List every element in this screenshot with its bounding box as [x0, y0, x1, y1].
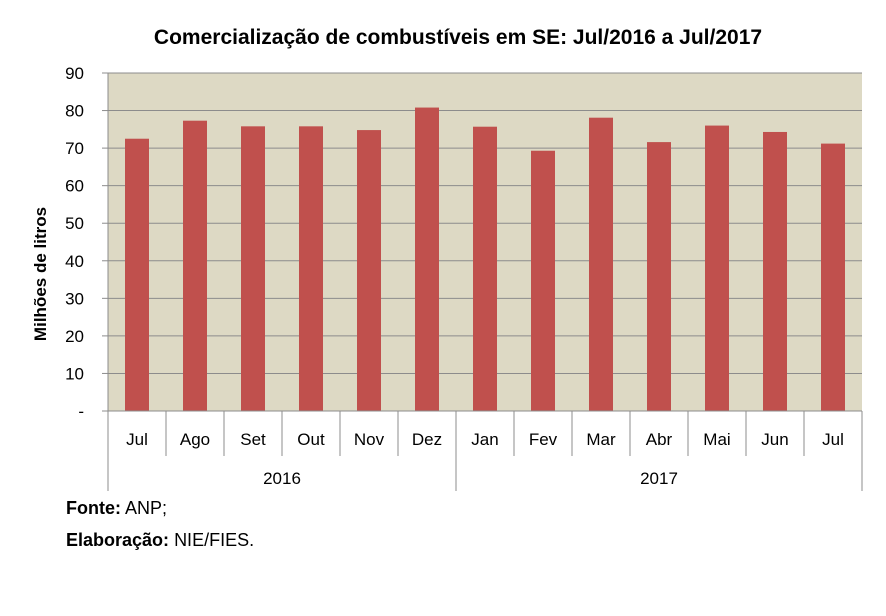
bar: [705, 125, 729, 412]
x-group-label: 2016: [263, 469, 301, 488]
x-tick-label: Mai: [703, 430, 730, 449]
y-tick-label: 70: [65, 139, 84, 158]
bar: [647, 142, 671, 411]
x-tick-label: Fev: [529, 430, 558, 449]
x-tick-label: Dez: [412, 430, 442, 449]
bar: [299, 126, 323, 411]
y-tick-label: 60: [65, 177, 84, 196]
y-tick-label: 90: [65, 64, 84, 83]
bars: [125, 107, 845, 412]
bar: [763, 131, 787, 411]
x-axis: Jul Ago Set Out Nov Dez Jan Fev Mar Abr Mai Jun Jul 2…: [107, 410, 863, 491]
bar: [125, 138, 149, 411]
source-value: ANP;: [125, 498, 168, 518]
y-axis-title: Milhões de litros: [31, 207, 50, 341]
bar: [589, 117, 613, 412]
credit-note: Elaboração: NIE/FIES.: [66, 530, 254, 551]
bar: [821, 143, 845, 412]
x-group-label: 2017: [640, 469, 678, 488]
x-tick-label: Nov: [354, 430, 385, 449]
source-label: Fonte:: [66, 498, 121, 518]
chart-title: Comercialização de combustíveis em SE: J…: [154, 26, 762, 49]
credit-label: Elaboração:: [66, 530, 170, 550]
y-tick-label: 10: [65, 364, 84, 383]
y-tick-label: 20: [65, 327, 84, 346]
x-tick-label: Mar: [586, 430, 616, 449]
x-tick-label: Jul: [822, 430, 844, 449]
x-tick-label: Ago: [180, 430, 210, 449]
y-axis-ticks: - 10 20 30 40 50 60 70 80 90: [65, 64, 109, 421]
bar: [473, 126, 497, 412]
bar: [241, 126, 265, 411]
bar: [531, 150, 555, 412]
y-tick-label: -: [78, 402, 84, 421]
y-tick-label: 30: [65, 289, 84, 308]
y-tick-label: 50: [65, 214, 84, 233]
source-note: Fonte: ANP;: [66, 498, 167, 519]
x-tick-label: Abr: [646, 430, 673, 449]
x-tick-label: Jan: [471, 430, 498, 449]
bar: [415, 107, 439, 411]
bar: [183, 120, 207, 411]
x-tick-label: Out: [297, 430, 325, 449]
x-tick-label: Jul: [126, 430, 148, 449]
bar: [357, 130, 381, 411]
credit-value: NIE/FIES.: [174, 530, 255, 550]
y-tick-label: 40: [65, 252, 84, 271]
x-tick-label: Jun: [761, 430, 788, 449]
y-tick-label: 80: [65, 102, 84, 121]
x-tick-label: Set: [240, 430, 266, 449]
